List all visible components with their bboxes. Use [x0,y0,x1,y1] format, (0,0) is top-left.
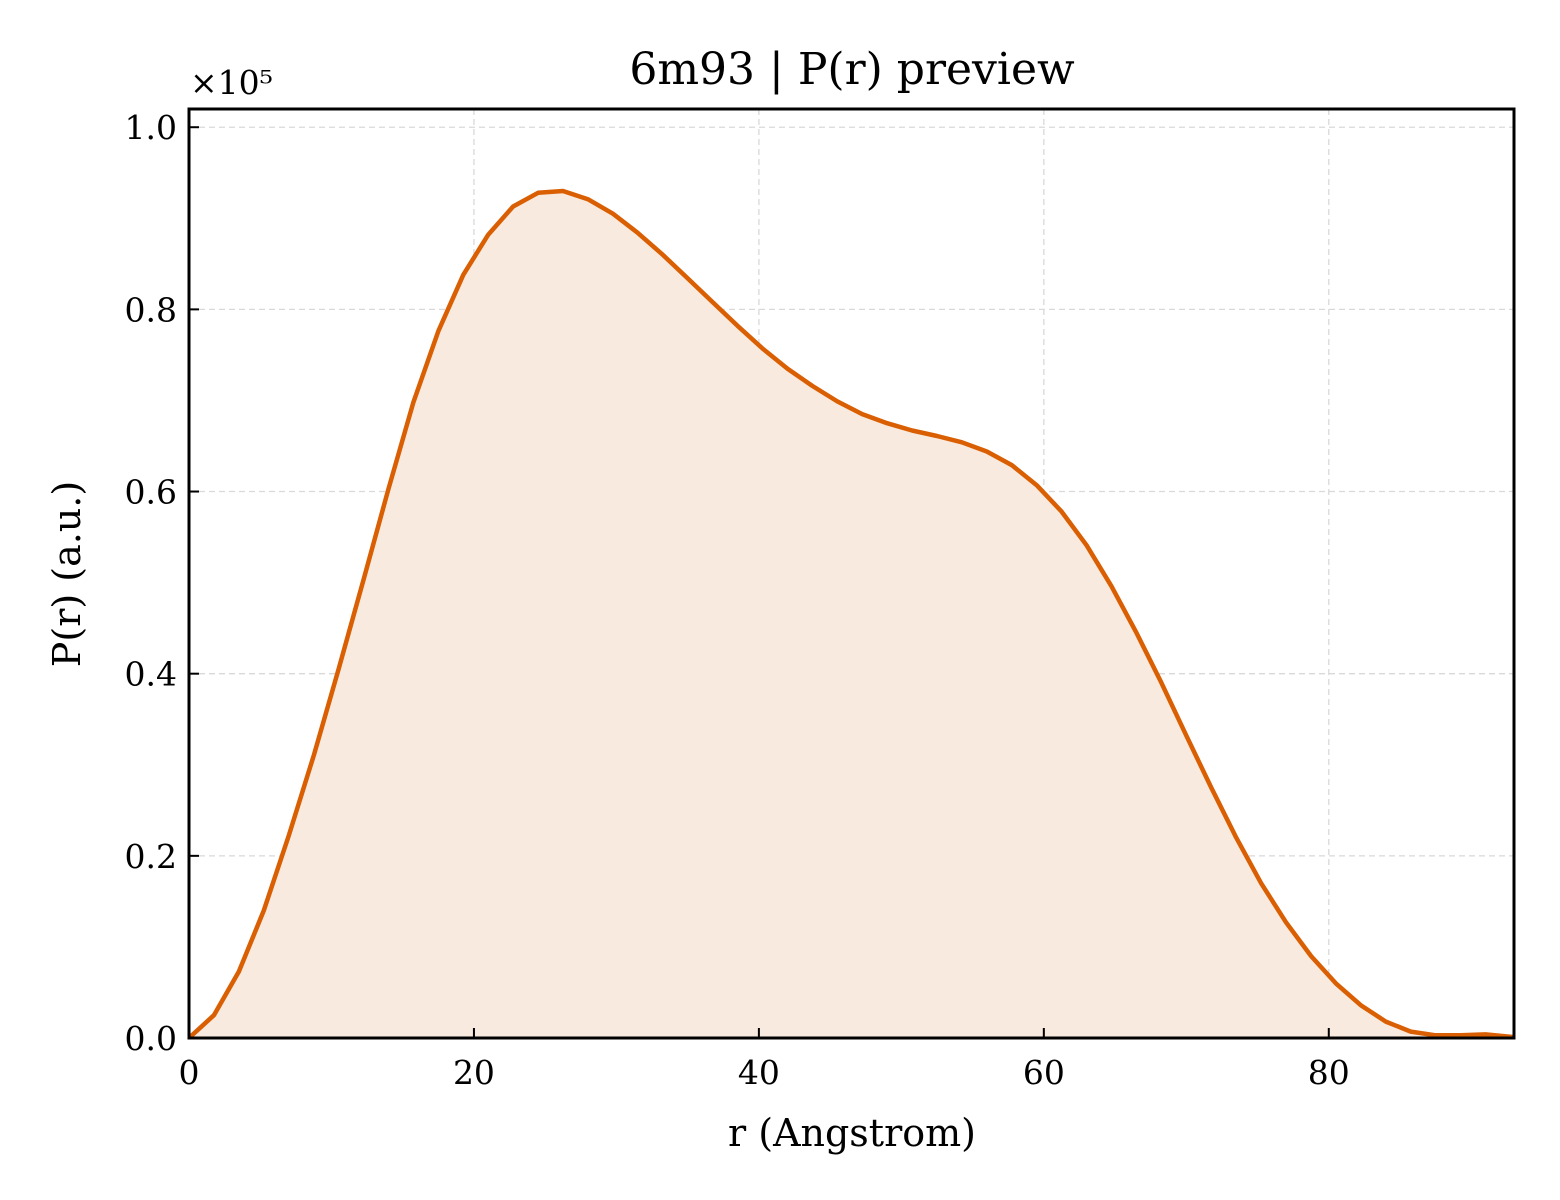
x-tick-label: 0 [179,1053,200,1092]
x-tick-label: 40 [738,1053,780,1092]
y-tick-label: 0.4 [125,655,177,694]
plot-frame [187,107,1516,1040]
x-tick-label: 80 [1308,1053,1350,1092]
pr-series-line [187,188,1515,1040]
y-tick-label: 0.8 [125,290,177,329]
x-tick-label: 60 [1023,1053,1065,1092]
area-fill [189,191,1514,1038]
y-multiplier: ×10⁵ [190,63,273,102]
y-tick-label: 1.0 [125,108,177,147]
x-tick-label: 20 [453,1053,495,1092]
y-axis-label: P(r) (a.u.) [45,481,89,667]
axis-ticks: 0 20 40 60 80 0.0 0.2 0.4 0.6 0.8 1.0 [125,108,1350,1092]
y-tick-label: 0.2 [125,837,177,876]
y-tick-label: 0.6 [125,473,177,512]
y-tick-label: 0.0 [125,1019,177,1058]
x-axis-label: r (Angstrom) [728,1111,976,1155]
chart-title: 6m93 | P(r) preview [629,44,1075,95]
